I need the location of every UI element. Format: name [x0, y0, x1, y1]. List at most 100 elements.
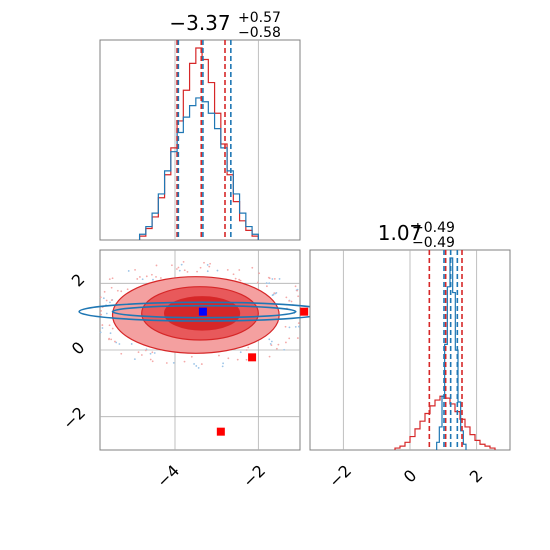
scatter-sample-point	[275, 347, 278, 350]
scatter-sample-point	[268, 282, 271, 285]
point-marker	[300, 307, 309, 316]
scatter-sample-point	[238, 269, 241, 271]
scatter-sample-point	[256, 281, 259, 284]
scatter-sample-point	[277, 343, 280, 346]
scatter-sample-point	[153, 352, 156, 354]
panel-3-title-sup: +0.49	[412, 220, 455, 236]
scatter-sample-point	[100, 309, 102, 312]
scatter-sample-point	[245, 358, 248, 361]
marginal-histogram-2: 1.07 +0.49 −0.49 −2 0 2	[309, 220, 511, 491]
scatter-sample-point	[208, 265, 211, 268]
scatter-sample-point	[134, 268, 136, 271]
scatter-sample-point	[268, 355, 271, 358]
scatter-sample-point	[265, 285, 268, 288]
scatter-sample-point	[159, 277, 162, 279]
scatter-sample-point	[114, 340, 116, 343]
panel-3-quantile-lines	[428, 250, 463, 450]
scatter-sample-point	[182, 261, 185, 263]
panel-1-title-sub: −0.58	[238, 25, 281, 41]
scatter-sample-point	[203, 261, 205, 264]
panel-2-x-tick-labels: −4 −2	[153, 461, 269, 491]
scatter-sample-point	[186, 270, 189, 273]
scatter-sample-point	[177, 266, 180, 269]
scatter-sample-point	[116, 289, 119, 292]
scatter-sample-point	[103, 290, 106, 293]
scatter-sample-point	[110, 338, 113, 341]
scatter-sample-point	[108, 338, 110, 341]
scatter-sample-point	[245, 349, 248, 351]
scatter-sample-point	[206, 270, 209, 273]
scatter-sample-point	[195, 365, 198, 367]
scatter-sample-point	[110, 286, 113, 289]
scatter-sample-point	[118, 343, 121, 345]
scatter-sample-point	[126, 288, 129, 291]
scatter-sample-point	[109, 332, 112, 335]
x-tick-label: 2	[466, 466, 487, 487]
scatter-sample-point	[273, 292, 276, 295]
x-tick-label: −4	[153, 461, 183, 491]
panel-1-title: −3.37	[169, 11, 230, 35]
scatter-sample-point	[234, 277, 237, 280]
scatter-sample-point	[278, 278, 281, 280]
point-marker	[248, 353, 257, 362]
scatter-sample-point	[275, 291, 278, 294]
scatter-sample-point	[178, 269, 181, 272]
x-tick-label: −2	[239, 461, 269, 491]
x-tick-label: 0	[400, 466, 421, 487]
marginal-histogram-1: −3.37 +0.57 −0.58	[99, 10, 301, 241]
scatter-sample-point	[151, 360, 154, 363]
point-marker	[198, 307, 207, 316]
scatter-sample-point	[180, 263, 183, 266]
scatter-sample-point	[284, 325, 287, 328]
panel-2-contours	[78, 261, 330, 369]
panel-1-quantile-lines	[176, 40, 232, 240]
scatter-sample-point	[155, 275, 157, 278]
scatter-sample-point	[222, 362, 225, 365]
panel-3-title: 1.07	[378, 221, 423, 245]
scatter-sample-point	[283, 348, 286, 351]
scatter-sample-point	[115, 341, 118, 344]
scatter-sample-point	[176, 268, 178, 270]
histogram-series-2	[138, 97, 259, 240]
scatter-sample-point	[290, 300, 293, 303]
scatter-sample-point	[130, 343, 133, 345]
scatter-sample-point	[216, 269, 219, 272]
panel-1-histograms	[138, 47, 259, 240]
scatter-sample-point	[296, 337, 299, 339]
scatter-sample-point	[105, 312, 108, 315]
scatter-sample-point	[183, 269, 186, 272]
scatter-sample-point	[294, 285, 297, 288]
scatter-sample-point	[221, 365, 224, 368]
scatter-sample-point	[294, 325, 297, 328]
scatter-sample-point	[190, 355, 193, 358]
scatter-sample-point	[145, 275, 148, 278]
scatter-sample-point	[165, 362, 168, 364]
scatter-sample-point	[138, 276, 141, 278]
scatter-sample-point	[271, 278, 274, 280]
scatter-sample-point	[226, 269, 229, 271]
panel-3-title-value: 1.07	[378, 221, 423, 245]
scatter-sample-point	[227, 357, 230, 360]
scatter-sample-point	[285, 296, 288, 299]
panel-3-grid	[342, 250, 478, 450]
y-tick-label: 0	[68, 338, 89, 359]
point-marker	[216, 427, 225, 436]
scatter-sample-point	[111, 277, 114, 280]
panel-1-title-value: −3.37	[169, 11, 230, 35]
scatter-sample-point	[105, 299, 108, 302]
scatter-sample-point	[150, 273, 153, 276]
panel-2-y-tick-labels: 2 0 −2	[59, 270, 89, 433]
panel-3-title-sub: −0.49	[412, 235, 455, 251]
scatter-sample-point	[101, 327, 104, 329]
panel-2-markers	[198, 307, 309, 436]
scatter-sample-point	[258, 272, 261, 275]
scatter-sample-point	[285, 341, 287, 344]
scatter-sample-point	[100, 313, 103, 316]
scatter-sample-point	[127, 270, 130, 272]
scatter-sample-point	[296, 289, 299, 292]
scatter-sample-point	[111, 327, 114, 330]
scatter-sample-point	[251, 266, 254, 269]
scatter-sample-point	[109, 301, 111, 304]
scatter-sample-point	[238, 278, 241, 281]
